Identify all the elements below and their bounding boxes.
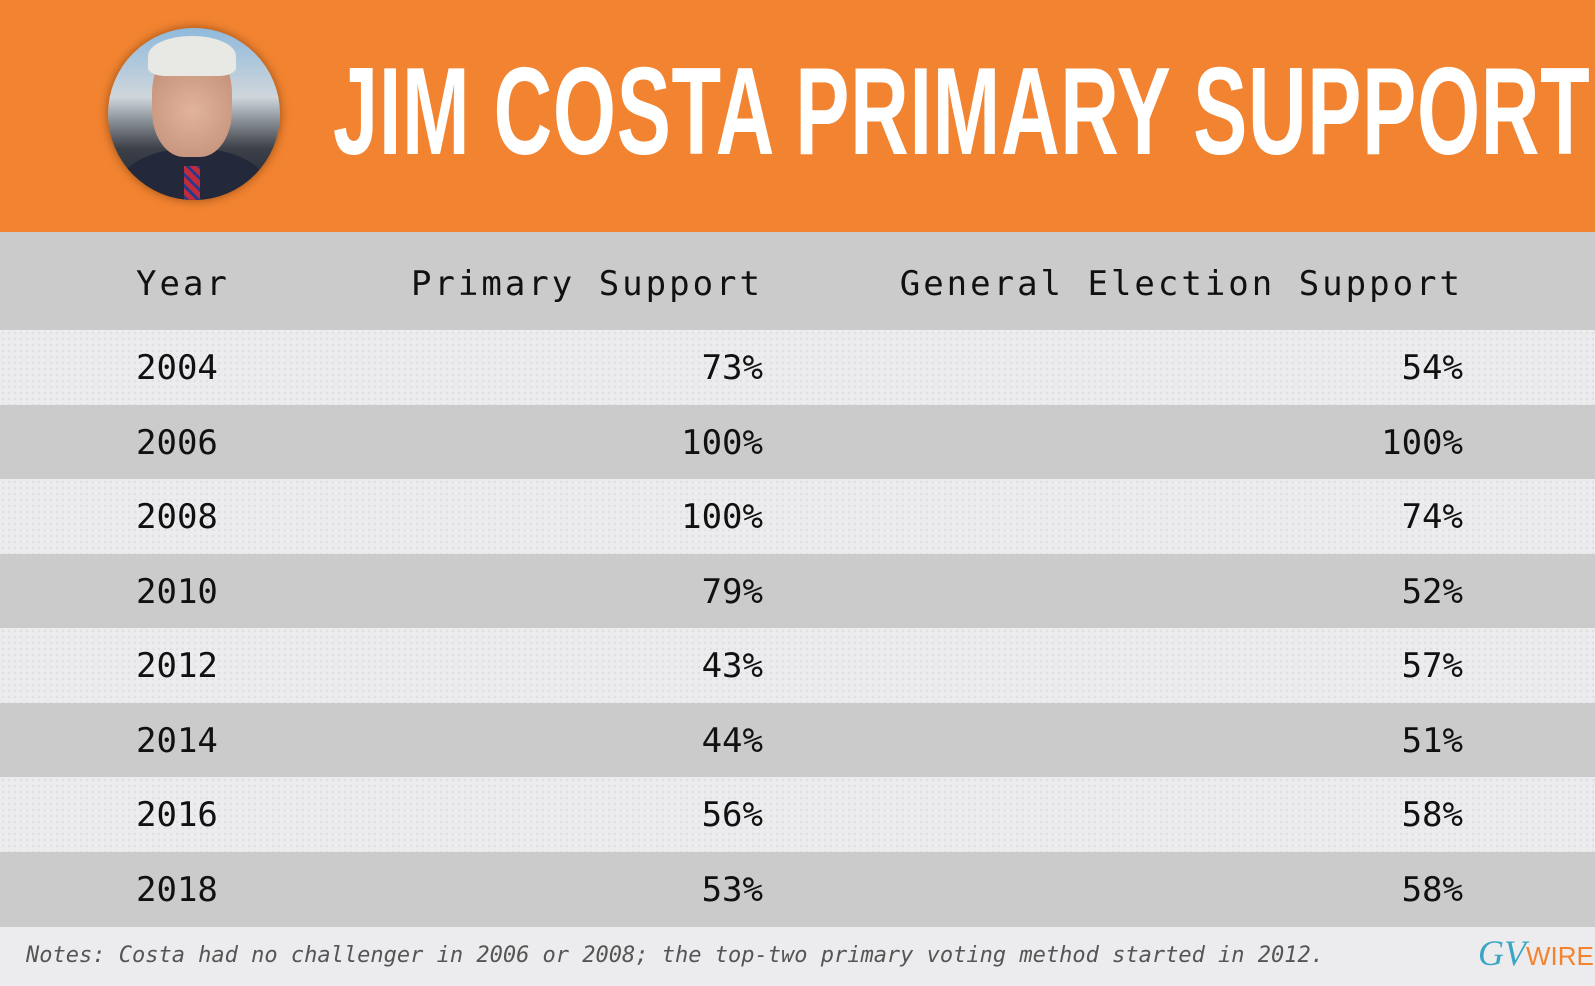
year-cell: 2008 (136, 497, 218, 537)
table-row: 2008 100% 74% (0, 479, 1595, 554)
table-row: 2018 53% 58% (0, 851, 1595, 927)
column-header-primary: Primary Support (410, 264, 763, 304)
primary-support-cell: 100% (681, 422, 763, 463)
logo-suffix: WIRE (1526, 941, 1594, 971)
general-support-cell: 52% (1401, 571, 1463, 612)
year-cell: 2010 (136, 571, 218, 612)
general-support-cell: 100% (1381, 422, 1463, 463)
table-row: 2006 100% 100% (0, 404, 1595, 480)
footnote: Notes: Costa had no challenger in 2006 o… (26, 943, 1325, 968)
primary-support-cell: 73% (701, 348, 763, 388)
table-row: 2004 73% 54% (0, 330, 1595, 405)
column-header-general: General Election Support (899, 264, 1463, 304)
primary-support-cell: 44% (701, 720, 763, 761)
year-cell: 2004 (136, 348, 218, 388)
general-support-cell: 58% (1401, 795, 1463, 835)
table-row: 2014 44% 51% (0, 702, 1595, 778)
general-support-cell: 74% (1401, 497, 1463, 537)
photo-hair (148, 36, 236, 76)
year-cell: 2018 (136, 869, 218, 910)
photo-tie (184, 166, 200, 200)
table-row: 2016 56% 58% (0, 777, 1595, 852)
primary-support-cell: 56% (701, 795, 763, 835)
table-row: 2012 43% 57% (0, 628, 1595, 703)
general-support-cell: 58% (1401, 869, 1463, 910)
primary-support-cell: 43% (701, 646, 763, 686)
year-cell: 2016 (136, 795, 218, 835)
table-row: 2010 79% 52% (0, 553, 1595, 629)
page-title: JIM COSTA PRIMARY SUPPORT (333, 43, 1591, 181)
gvwire-logo: GVWIRE (1478, 932, 1594, 974)
general-support-cell: 51% (1401, 720, 1463, 761)
primary-support-cell: 79% (701, 571, 763, 612)
year-cell: 2014 (136, 720, 218, 761)
year-cell: 2012 (136, 646, 218, 686)
logo-prefix: GV (1478, 933, 1526, 973)
candidate-photo (108, 28, 280, 200)
primary-support-cell: 100% (681, 497, 763, 537)
primary-support-cell: 53% (701, 869, 763, 910)
column-header-year: Year (136, 264, 230, 304)
year-cell: 2006 (136, 422, 218, 463)
general-support-cell: 54% (1401, 348, 1463, 388)
table-header: Year Primary Support General Election Su… (0, 232, 1595, 330)
header-banner: JIM COSTA PRIMARY SUPPORT (0, 0, 1595, 232)
general-support-cell: 57% (1401, 646, 1463, 686)
